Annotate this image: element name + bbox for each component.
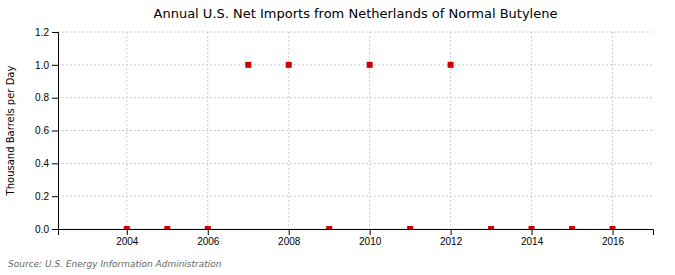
point: [448, 62, 454, 68]
chart: 2004 2006 2008 2010 2012 2014 2016 0.0 0.2 0.4 0.6…: [0, 0, 675, 275]
x-tick-mark: [127, 229, 128, 235]
point: [367, 62, 373, 68]
point: [326, 226, 332, 229]
x-tick: 2016: [602, 229, 625, 247]
source-note: Source: U.S. Energy Information Administ…: [8, 259, 222, 269]
y-tick-mark: [52, 163, 58, 164]
y-tick-label: 1.0: [35, 60, 49, 71]
point: [205, 226, 211, 229]
x-tick: 2010: [359, 229, 382, 247]
x-tick-mark: [289, 229, 290, 235]
x-tick-mark: [613, 229, 614, 235]
y-tick: 1.2: [35, 27, 58, 38]
point: [569, 226, 575, 229]
x-tick: 2008: [278, 229, 301, 247]
y-tick-mark: [52, 229, 58, 230]
x-grid-line: [288, 32, 289, 229]
y-axis: 0.0 0.2 0.4 0.6 0.8 1.0 1.2: [35, 27, 58, 235]
x-tick-label: 2016: [602, 236, 625, 247]
point: [245, 62, 251, 68]
x-tick-label: 2010: [359, 236, 382, 247]
y-tick-label: 1.2: [35, 27, 49, 38]
point: [286, 62, 292, 68]
y-tick: 0.0: [35, 224, 58, 235]
x-tick-mark: [451, 229, 452, 235]
y-tick: 1.0: [35, 60, 58, 71]
y-tick: 0.6: [35, 125, 58, 136]
y-grid-line: [58, 196, 653, 197]
point: [124, 226, 130, 229]
point: [488, 226, 494, 229]
y-grid-line: [58, 32, 653, 33]
point: [529, 226, 535, 229]
y-tick-mark: [52, 32, 58, 33]
x-tick-label: 2008: [278, 236, 301, 247]
y-grid-line: [58, 64, 653, 65]
x-tick-mark: [370, 229, 371, 235]
y-grid-line: [58, 130, 653, 131]
points: [124, 62, 616, 229]
grid: [58, 32, 653, 229]
x-axis: 2004 2006 2008 2010 2012 2014 2016: [59, 229, 654, 247]
x-tick: 2006: [197, 229, 220, 247]
x-tick-mark: [208, 229, 209, 235]
y-grid-line: [58, 97, 653, 98]
y-axis-line: [52, 33, 59, 230]
x-tick: 2014: [521, 229, 544, 247]
y-tick: 0.4: [35, 158, 58, 169]
point: [407, 226, 413, 229]
y-tick-label: 0.4: [35, 158, 49, 169]
y-tick: 0.2: [35, 191, 58, 202]
y-tick-label: 0.2: [35, 191, 49, 202]
y-axis-title: Thousand Barrels per Day: [5, 66, 16, 197]
x-tick-label: 2012: [440, 236, 463, 247]
y-tick-mark: [52, 196, 58, 197]
y-tick: 0.8: [35, 92, 58, 103]
x-tick: 2004: [116, 229, 139, 247]
x-axis-line: [59, 230, 654, 236]
x-tick-label: 2006: [197, 236, 220, 247]
y-tick-mark: [52, 65, 58, 66]
y-tick-label: 0.6: [35, 125, 49, 136]
x-tick: 2012: [440, 229, 463, 247]
title: Annual U.S. Net Imports from Netherlands…: [154, 6, 558, 21]
x-grid-line: [612, 32, 613, 229]
point: [610, 226, 616, 229]
point: [164, 226, 170, 229]
x-tick-label: 2004: [116, 236, 139, 247]
y-grid-line: [58, 163, 653, 164]
y-tick-label: 0.0: [35, 224, 49, 235]
x-tick-mark: [532, 229, 533, 235]
y-tick-mark: [52, 131, 58, 132]
y-tick-label: 0.8: [35, 92, 49, 103]
plot: 2004 2006 2008 2010 2012 2014 2016 0.0 0.2 0.4 0.6…: [35, 27, 653, 247]
y-tick-mark: [52, 98, 58, 99]
x-tick-label: 2014: [521, 236, 544, 247]
